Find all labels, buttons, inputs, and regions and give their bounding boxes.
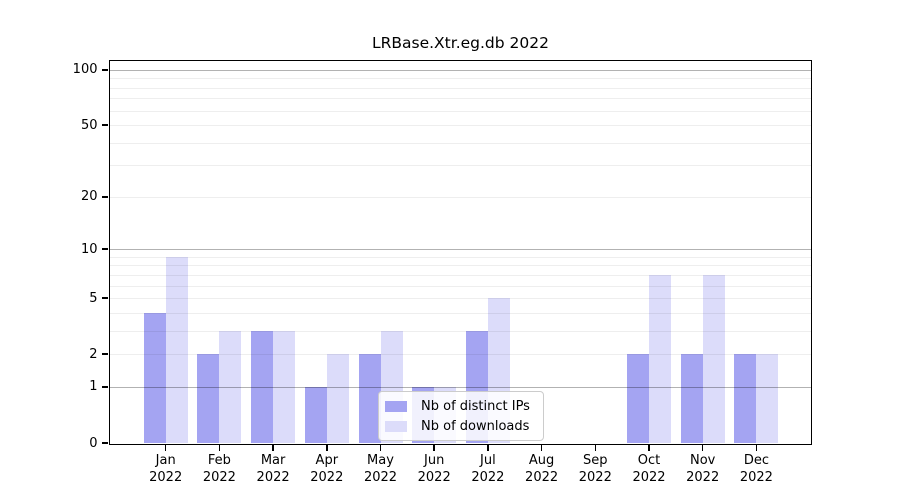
legend-swatch-distinct-ips — [385, 400, 407, 412]
x-tick-apr — [326, 444, 328, 451]
x-tick-may — [379, 444, 382, 451]
y-tick-0 — [101, 442, 108, 444]
x-tick-mar — [272, 444, 274, 451]
x-tick-label-apr: Apr 2022 — [310, 453, 344, 485]
legend-swatch-downloads — [385, 420, 407, 432]
plot-area — [108, 59, 812, 445]
x-tick-label-mar: Mar 2022 — [256, 453, 290, 485]
x-tick-label-sep: Sep 2022 — [578, 453, 612, 485]
x-tick-jun — [433, 444, 435, 451]
x-tick-label-oct: Oct 2022 — [632, 453, 666, 485]
x-tick-feb — [218, 444, 221, 451]
y-tick-2 — [101, 353, 108, 355]
legend: Nb of distinct IPs Nb of downloads — [378, 391, 544, 441]
x-tick-sep — [594, 444, 597, 451]
x-tick-label-nov: Nov 2022 — [686, 453, 720, 485]
y-tick-label-50: 50 — [80, 117, 98, 133]
legend-item-downloads: Nb of downloads — [385, 416, 537, 436]
x-tick-jan — [164, 444, 167, 451]
legend-item-distinct-ips: Nb of distinct IPs — [385, 396, 537, 416]
y-tick-label-0: 0 — [89, 435, 98, 451]
y-tick-label-100: 100 — [72, 62, 98, 78]
y-tick-label-1: 1 — [89, 379, 98, 395]
y-tick-5 — [101, 297, 108, 299]
y-tick-label-5: 5 — [89, 290, 98, 306]
legend-label-distinct-ips: Nb of distinct IPs — [421, 398, 530, 414]
x-tick-jul — [487, 444, 489, 451]
legend-label-downloads: Nb of downloads — [421, 418, 530, 434]
y-tick-label-10: 10 — [80, 241, 98, 257]
chart-title: LRBase.Xtr.eg.db 2022 — [371, 34, 549, 52]
y-tick-label-2: 2 — [89, 346, 98, 362]
y-tick-20 — [101, 196, 108, 198]
y-tick-10 — [101, 248, 108, 250]
x-tick-label-jan: Jan 2022 — [149, 453, 183, 485]
x-tick-aug — [540, 444, 543, 451]
y-tick-100 — [101, 69, 108, 71]
x-tick-label-aug: Aug 2022 — [525, 453, 559, 485]
x-tick-oct — [648, 444, 650, 451]
y-tick-1 — [101, 386, 108, 388]
x-tick-label-jun: Jun 2022 — [417, 453, 451, 485]
y-tick-50 — [101, 124, 108, 126]
x-tick-label-feb: Feb 2022 — [202, 453, 236, 485]
x-tick-label-jul: Jul 2022 — [471, 453, 505, 485]
x-tick-label-dec: Dec 2022 — [739, 453, 773, 485]
x-tick-dec — [755, 444, 758, 451]
y-tick-label-20: 20 — [80, 189, 98, 205]
x-tick-label-may: May 2022 — [363, 453, 398, 485]
x-tick-nov — [701, 444, 704, 451]
